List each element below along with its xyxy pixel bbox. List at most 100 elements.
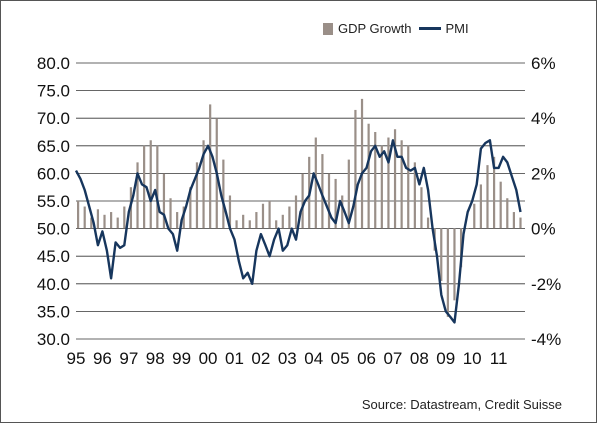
gdp-bar xyxy=(176,212,179,229)
gdp-bar xyxy=(143,145,146,229)
gdp-bar xyxy=(466,228,469,230)
x-tick-label: 11 xyxy=(490,349,508,368)
gdp-bar xyxy=(347,159,350,229)
gdp-bar xyxy=(400,140,403,229)
x-tick-label: 95 xyxy=(67,349,86,368)
legend-item-gdp: GDP Growth xyxy=(323,21,411,36)
gdp-bar xyxy=(189,187,192,229)
pmi-line xyxy=(74,139,522,324)
gdp-bar xyxy=(235,220,238,229)
gdp-bar xyxy=(519,217,522,229)
gdp-bar xyxy=(374,132,377,229)
gdp-bar xyxy=(492,156,496,229)
gdp-bar xyxy=(440,228,443,282)
left-tick-label: 45.0 xyxy=(37,247,70,266)
gdp-bar xyxy=(156,145,159,229)
x-tick-label: 98 xyxy=(146,349,165,368)
left-tick-label: 75.0 xyxy=(37,82,70,101)
left-tick-label: 35.0 xyxy=(37,302,70,321)
gdp-bar xyxy=(327,173,331,229)
x-tick-label: 09 xyxy=(436,349,455,368)
left-tick-label: 50.0 xyxy=(37,220,70,239)
gdp-bar xyxy=(360,98,364,229)
gdp-bar xyxy=(380,145,383,229)
gdp-bar xyxy=(446,228,449,317)
gdp-bar xyxy=(334,178,337,229)
gdp-bar xyxy=(281,214,284,229)
x-tick-label: 96 xyxy=(93,349,112,368)
x-tick-label: 02 xyxy=(251,349,270,368)
gdp-bar xyxy=(222,159,225,229)
gdp-bars xyxy=(77,98,522,317)
legend: GDP Growth PMI xyxy=(323,21,477,36)
gdp-bar xyxy=(83,206,86,229)
right-tick-label: -4% xyxy=(531,330,561,349)
x-axis-ticks: 95 96 97 98 99 00 01 02 03 04 05 06 07 08 09 10 11 xyxy=(67,349,508,368)
legend-swatch-gdp xyxy=(323,22,333,35)
left-tick-label: 55.0 xyxy=(37,192,70,211)
x-tick-label: 07 xyxy=(383,349,402,368)
gdp-bar xyxy=(275,220,278,229)
gdp-bar xyxy=(321,154,324,229)
gdp-bar xyxy=(453,228,456,301)
gdp-bar xyxy=(96,209,100,229)
x-tick-label: 00 xyxy=(199,349,218,368)
gdp-bar xyxy=(473,203,476,229)
legend-item-pmi: PMI xyxy=(419,21,469,36)
x-tick-label: 06 xyxy=(357,349,376,368)
gdp-bar xyxy=(77,201,80,229)
x-tick-label: 97 xyxy=(119,349,138,368)
gdp-bar xyxy=(512,212,515,229)
source-note: Source: Datastream, Credit Suisse xyxy=(361,397,562,412)
gdp-bar xyxy=(195,162,199,229)
gdp-bar xyxy=(341,195,344,229)
gdp-bar xyxy=(110,212,113,229)
right-tick-label: 0% xyxy=(531,220,556,239)
x-tick-label: 04 xyxy=(304,349,323,368)
left-tick-label: 65.0 xyxy=(37,137,70,156)
gdp-bar xyxy=(301,173,304,229)
gdp-bar xyxy=(314,137,317,229)
right-tick-label: 2% xyxy=(531,164,556,183)
legend-label-pmi: PMI xyxy=(445,21,469,36)
left-tick-label: 70.0 xyxy=(37,109,70,128)
gdp-bar xyxy=(407,145,410,229)
gdp-bar xyxy=(123,206,126,229)
gdp-bar xyxy=(479,184,482,229)
x-tick-label: 01 xyxy=(225,349,244,368)
gdp-bar xyxy=(420,187,423,229)
gdp-bar xyxy=(149,140,152,229)
left-tick-label: 60.0 xyxy=(37,164,70,183)
gdp-bar xyxy=(90,217,93,229)
right-tick-label: 6% xyxy=(531,54,556,73)
gdp-bar xyxy=(413,162,416,229)
legend-label-gdp: GDP Growth xyxy=(338,21,412,36)
gdp-bar xyxy=(202,140,205,229)
gdp-bar xyxy=(393,129,397,229)
gdp-bar xyxy=(354,109,357,229)
right-axis-ticks: 6% 4% 2% 0% -2% -4% xyxy=(531,54,561,349)
gdp-bar xyxy=(255,212,258,229)
gdp-bar xyxy=(169,198,172,229)
x-tick-label: 10 xyxy=(463,349,482,368)
x-tick-label: 99 xyxy=(172,349,191,368)
gdp-bar xyxy=(387,137,390,229)
gdp-bar xyxy=(116,217,119,229)
gdp-bar xyxy=(288,206,291,229)
gdp-bar xyxy=(268,201,271,229)
gdp-bar xyxy=(248,220,251,229)
right-tick-label: -2% xyxy=(531,275,561,294)
left-tick-label: 80.0 xyxy=(37,54,70,73)
gdp-bar xyxy=(499,181,502,229)
gdp-bar xyxy=(228,195,232,229)
gdp-bar xyxy=(162,173,166,229)
gdp-bar xyxy=(261,203,265,229)
pmi-line-group xyxy=(74,139,522,324)
gdp-bar xyxy=(486,165,489,229)
gdp-bar xyxy=(103,214,106,229)
gdp-bar xyxy=(209,104,212,229)
gdp-bar xyxy=(506,198,509,229)
gdp-bar xyxy=(242,214,245,229)
